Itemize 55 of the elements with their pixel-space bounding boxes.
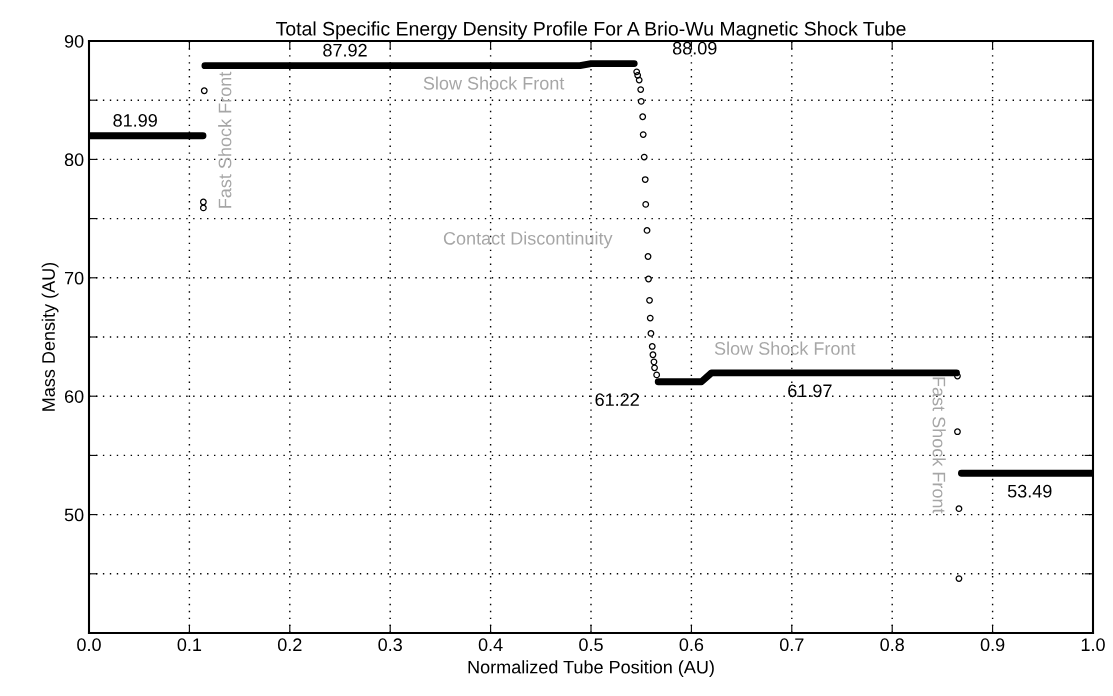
- annotation: Fast Shock Front: [932, 377, 946, 514]
- x-tick-label: 0.6: [679, 638, 704, 652]
- point: [646, 314, 654, 322]
- point: [955, 505, 963, 513]
- x-tick-label: 0.1: [177, 638, 202, 652]
- point: [646, 296, 653, 304]
- y-axis-title: Mass Density (AU): [41, 262, 59, 411]
- y-tick-label: 60: [64, 390, 84, 403]
- x-tick-label: 0.9: [980, 638, 1005, 652]
- annotation: Fast Shock Front: [218, 71, 232, 208]
- annotation: 61.22: [595, 393, 639, 407]
- point: [651, 364, 658, 372]
- x-tick-label: 0.4: [478, 638, 503, 652]
- point: [954, 428, 961, 436]
- annotation: 53.49: [1007, 484, 1052, 498]
- x-tick-label: 0.0: [77, 638, 101, 652]
- point: [954, 372, 961, 380]
- annotation: 61.97: [788, 384, 832, 398]
- point: [200, 87, 208, 95]
- annotation: 88.09: [672, 41, 717, 55]
- y-tick-label: 70: [64, 271, 84, 285]
- point: [639, 131, 647, 138]
- point: [955, 575, 963, 582]
- point: [645, 275, 652, 283]
- y-tick-label: 80: [64, 153, 84, 167]
- x-tick-label: 1.0: [1081, 638, 1105, 652]
- chart-title: Total Specific Energy Density Profile For A Brio-Wu Magnetic Shock Tube: [276, 21, 906, 40]
- point: [649, 351, 657, 359]
- x-tick-label: 0.8: [880, 638, 904, 652]
- point: [199, 204, 207, 212]
- annotation: 87.92: [323, 43, 367, 57]
- x-tick-label: 0.7: [779, 638, 804, 652]
- annotation: Slow Shock Front: [714, 341, 856, 355]
- point: [199, 198, 207, 206]
- point: [644, 253, 652, 260]
- point: [642, 200, 650, 208]
- point: [653, 371, 661, 379]
- annotation: Contact Discontinuity: [443, 231, 613, 249]
- y-tick-label: 50: [64, 508, 84, 522]
- point: [643, 227, 651, 234]
- point: [641, 176, 649, 183]
- annotation: Slow Shock Front: [423, 76, 565, 90]
- point: [635, 76, 643, 84]
- point: [648, 343, 656, 350]
- y-tick-label: 90: [64, 34, 84, 48]
- point: [640, 153, 648, 161]
- x-tick-label: 0.2: [277, 638, 302, 652]
- x-tick-label: 0.3: [378, 638, 402, 652]
- annotation: 81.99: [113, 114, 157, 127]
- x-tick-label: 0.5: [579, 638, 603, 652]
- point: [639, 113, 647, 121]
- point: [647, 330, 655, 337]
- point: [637, 97, 645, 105]
- point: [637, 86, 645, 93]
- x-axis-title: Normalized Tube Position (AU): [468, 660, 714, 678]
